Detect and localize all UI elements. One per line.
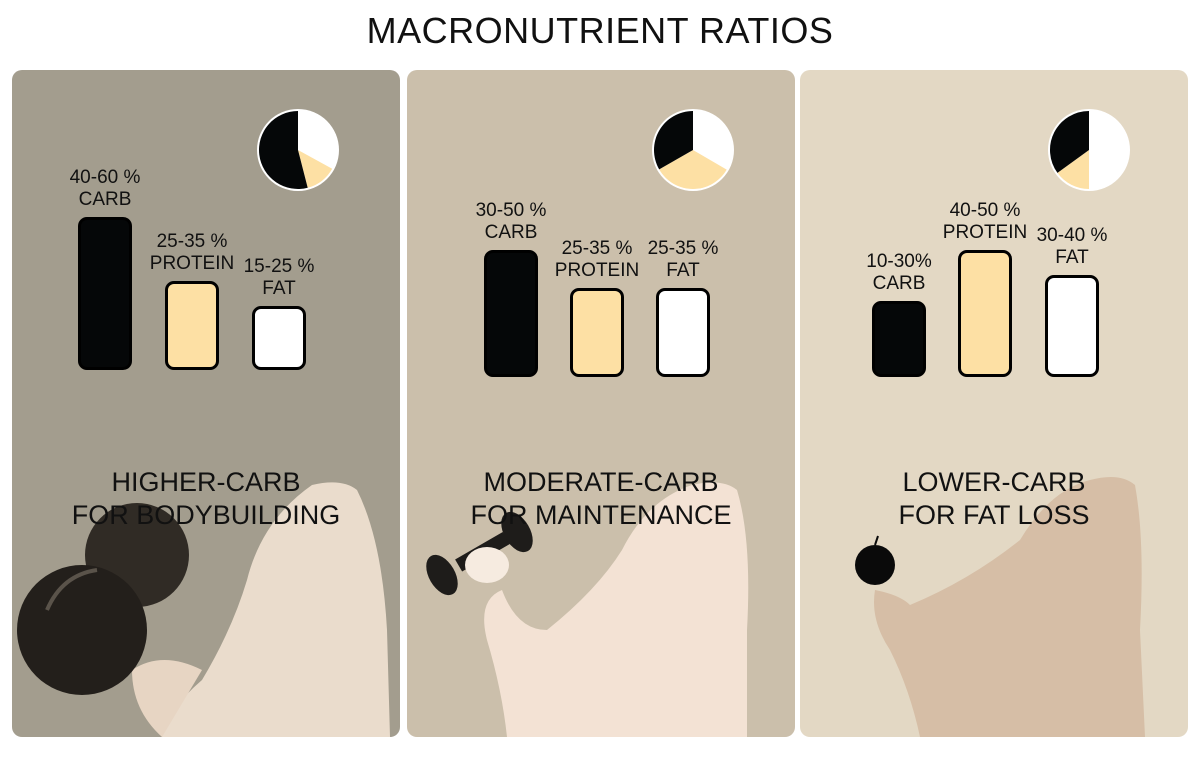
bar-protein — [958, 249, 1012, 377]
bar-label-fat: 25-35 % FAT — [628, 238, 738, 282]
bar-category-label: FAT — [666, 259, 700, 281]
bar-label-carb: 10-30% CARB — [844, 251, 954, 295]
bar-value-label: 40-60 % — [69, 167, 141, 188]
bar-fat — [656, 287, 710, 377]
bar-label-fat: 15-25 % FAT — [224, 256, 334, 300]
bar-value-label: 10-30% — [866, 250, 932, 272]
pie-chart — [652, 109, 734, 191]
headline-line-1: LOWER-CARB — [902, 467, 1086, 497]
bar-carb — [484, 249, 538, 377]
bar-carb — [872, 300, 926, 377]
panel-lower-carb: 10-30% CARB 40-50 % PROTEIN 30-40 % FAT LOWER-… — [800, 70, 1188, 737]
bar-label-carb: 30-50 % CARB — [456, 200, 566, 244]
page-title: MACRONUTRIENT RATIOS — [366, 10, 834, 51]
bar-category-label: CARB — [484, 221, 538, 243]
headline-line-2: FOR MAINTENANCE — [470, 500, 732, 530]
pie-slice-carb — [259, 111, 308, 189]
pie-chart — [1048, 109, 1130, 191]
bar-protein — [165, 280, 219, 370]
arm-holding-apple-illustration — [855, 476, 1145, 737]
panel-headline: HIGHER-CARB FOR BODYBUILDING — [12, 466, 400, 532]
pie-slice-protein — [659, 150, 727, 189]
pie-slice-fat — [693, 111, 732, 170]
pie-slice-carb — [654, 111, 693, 170]
headline-line-1: MODERATE-CARB — [483, 467, 719, 497]
panel-headline: LOWER-CARB FOR FAT LOSS — [800, 466, 1188, 532]
bar-protein — [570, 287, 624, 377]
headline-line-1: HIGHER-CARB — [111, 467, 301, 497]
panel-higher-carb: 40-60 % CARB 25-35 % PROTEIN 15-25 % FAT HIGHE… — [12, 70, 400, 737]
pie-slice-carb — [1050, 111, 1089, 173]
pie-slice-protein — [1057, 150, 1089, 189]
panel-moderate-carb: 30-50 % CARB 25-35 % PROTEIN 25-35 % FAT MODER… — [407, 70, 795, 737]
arm-with-large-dumbbell-illustration — [17, 482, 390, 737]
apple-icon — [855, 545, 895, 585]
arm-with-small-dumbbell-illustration — [426, 482, 749, 737]
panel-headline: MODERATE-CARB FOR MAINTENANCE — [407, 466, 795, 532]
bar-value-label: 40-50 % — [949, 199, 1021, 221]
bar-category-label: PROTEIN — [554, 259, 640, 281]
pie-slice-fat — [298, 111, 337, 169]
bar-value-label: 25-35 % — [156, 230, 228, 252]
bar-category-label: FAT — [1055, 247, 1089, 268]
headline-line-2: FOR FAT LOSS — [898, 500, 1090, 530]
bar-value-label: 25-35 % — [561, 237, 633, 259]
bar-label-protein: 40-50 % PROTEIN — [930, 200, 1040, 244]
bar-value-label: 30-50 % — [475, 199, 547, 221]
pie-chart — [257, 109, 339, 191]
bar-fat — [252, 306, 306, 370]
bar-category-label: PROTEIN — [149, 252, 235, 274]
bar-category-label: FAT — [262, 278, 296, 300]
bar-label-fat: 30-40 % FAT — [1017, 225, 1127, 269]
bar-label-protein: 25-35 % PROTEIN — [137, 231, 247, 275]
bar-value-label: 30-40 % — [1036, 225, 1108, 246]
bar-fat — [1045, 275, 1099, 377]
pie-slice-fat — [1089, 111, 1128, 189]
pie-slice-protein — [298, 150, 333, 188]
bar-value-label: 15-25 % — [243, 256, 315, 278]
bar-carb — [78, 217, 132, 370]
bar-label-protein: 25-35 % PROTEIN — [542, 238, 652, 282]
headline-line-2: FOR BODYBUILDING — [71, 500, 341, 530]
bar-value-label: 25-35 % — [647, 237, 719, 259]
bar-label-carb: 40-60 % CARB — [50, 167, 160, 211]
bar-category-label: PROTEIN — [942, 221, 1028, 243]
bar-category-label: CARB — [78, 189, 132, 210]
bar-category-label: CARB — [872, 272, 926, 294]
